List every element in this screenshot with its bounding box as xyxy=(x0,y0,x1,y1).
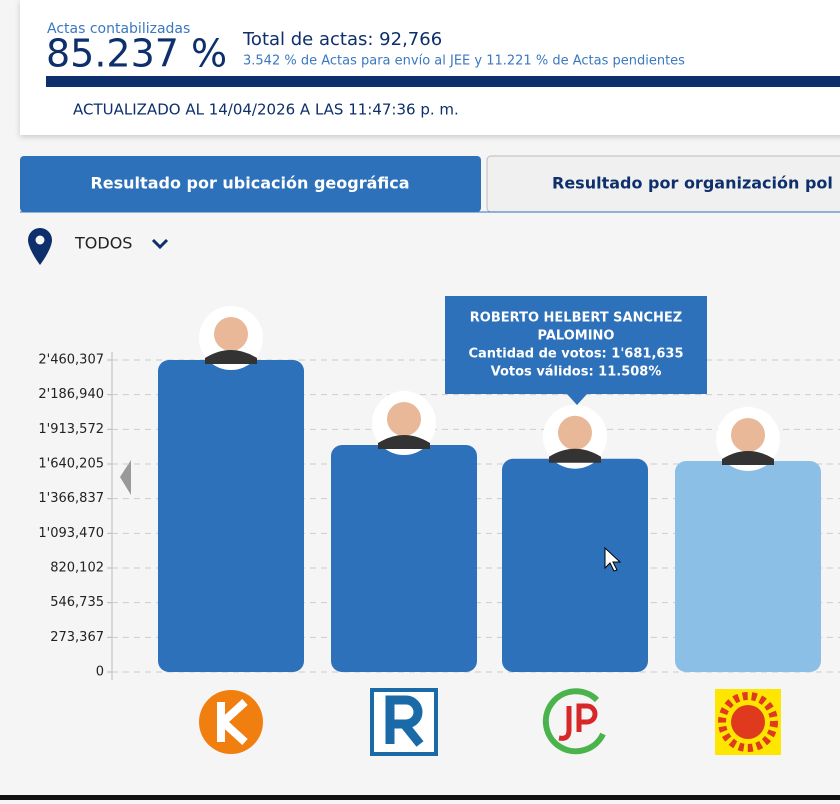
tab-active[interactable] xyxy=(20,156,481,212)
bar xyxy=(675,460,821,672)
tab-label[interactable]: Resultado por organización pol xyxy=(552,174,833,193)
y-tick-label: 0 xyxy=(96,665,104,680)
avatar-body xyxy=(722,450,774,465)
y-tick-label: 1'640,205 xyxy=(38,456,104,471)
progress-bar xyxy=(46,76,840,87)
y-tick-label: 1'366,837 xyxy=(38,491,104,506)
y-tick-label: 1'093,470 xyxy=(38,526,104,541)
avatar-body xyxy=(378,435,430,450)
tooltip-pointer xyxy=(567,394,587,405)
location-icon-dot xyxy=(35,235,45,245)
tab-label[interactable]: Resultado por ubicación geográfica xyxy=(90,174,409,193)
updated-text: ACTUALIZADO AL 14/04/2026 A LAS 11:47:36… xyxy=(73,101,459,119)
logo-k-mark xyxy=(217,699,248,745)
scroll-left[interactable] xyxy=(120,460,131,495)
logo-jp-mark xyxy=(558,703,598,741)
bar xyxy=(502,458,648,672)
avatar-body xyxy=(549,448,601,463)
y-tick-label: 2'186,940 xyxy=(38,387,104,402)
bar xyxy=(158,360,304,672)
bar xyxy=(331,445,477,672)
avatar-face xyxy=(731,417,765,452)
avatar-face xyxy=(558,415,592,450)
tooltip-text: Cantidad de votos: 1'681,635 xyxy=(468,347,683,362)
logo-sun-rays xyxy=(718,692,778,752)
logo-sun-face xyxy=(731,705,765,739)
logo-jp-ring xyxy=(542,688,606,755)
tooltip-text: ROBERTO HELBERT SANCHEZ xyxy=(470,311,682,326)
y-tick-label: 2'460,307 xyxy=(38,353,104,368)
pending-text: 3.542 % de Actas para envío al JEE y 11.… xyxy=(243,54,685,69)
chart: 0 273,367 546,735 820,102 1'093,470 1'366,837… xyxy=(38,296,840,756)
y-tick-label: 273,367 xyxy=(50,630,104,645)
tooltip xyxy=(445,296,707,394)
avatar-body xyxy=(205,350,257,364)
dropdown-chevron[interactable] xyxy=(151,238,169,250)
counted-label: Actas contabilizadas xyxy=(47,21,190,37)
location-select[interactable]: TODOS xyxy=(74,234,132,253)
avatar-face xyxy=(214,317,248,351)
tooltip-text: PALOMINO xyxy=(538,329,615,344)
y-tick-label: 546,735 xyxy=(50,595,104,610)
counted-percent: 85.237 % xyxy=(46,32,227,76)
bottom-bar xyxy=(0,795,840,800)
logo-r-mark xyxy=(385,695,424,747)
header-card xyxy=(20,0,840,135)
y-tick-label: 820,102 xyxy=(50,561,104,576)
tooltip-text: Votos válidos: 11.508% xyxy=(491,365,662,380)
total-actas: Total de actas: 92,766 xyxy=(242,29,442,50)
avatar-face xyxy=(387,402,421,437)
y-tick-label: 1'913,572 xyxy=(38,422,104,437)
logo-k xyxy=(199,690,263,754)
location-icon xyxy=(28,228,52,265)
cursor xyxy=(604,546,622,572)
